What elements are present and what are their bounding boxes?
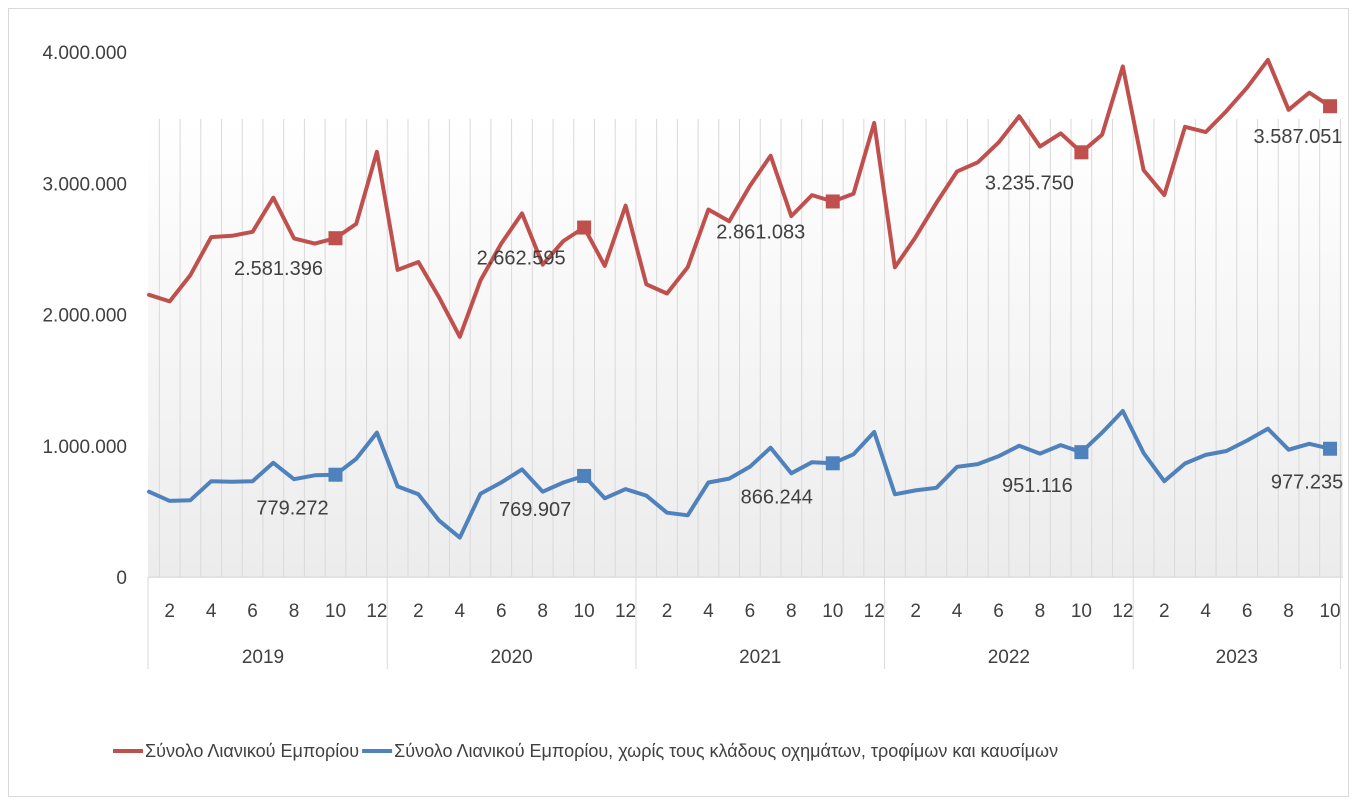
- x-tick-label: 6: [1242, 601, 1253, 622]
- x-tick-label: 2: [910, 601, 921, 622]
- vertical-gridlines: [158, 119, 1341, 577]
- year-label: 2020: [490, 647, 532, 668]
- series-line: [147, 409, 1332, 540]
- x-tick-label: 6: [247, 601, 258, 622]
- data-marker: [577, 220, 592, 235]
- data-label: 769.907: [499, 499, 571, 521]
- data-marker: [328, 467, 343, 482]
- line-chart: 4.000.000 3.000.000 2.000.000 1.000.000 0 2 4…: [42, 43, 1343, 761]
- data-marker: [825, 456, 840, 471]
- x-tick-label: 4: [1200, 601, 1211, 622]
- data-marker: [1323, 99, 1338, 114]
- y-tick-label: 2.000.000: [42, 306, 127, 327]
- x-tick-label: 10: [822, 601, 843, 622]
- data-labels: 2.581.396 2.662.595 2.861.083 3.235.750 3.58…: [234, 126, 1343, 521]
- y-tick-label: 1.000.000: [42, 437, 127, 458]
- x-tick-label: 10: [574, 601, 595, 622]
- legend-label: Σύνολο Λιανικού Εμπορίου, χωρίς τους κλά…: [394, 741, 1058, 761]
- x-tick-label: 12: [615, 601, 636, 622]
- year-label: 2023: [1216, 647, 1258, 668]
- year-label: 2021: [739, 647, 781, 668]
- data-marker: [1074, 445, 1089, 460]
- data-label: 3.587.051: [1254, 126, 1343, 148]
- x-tick-label: 2: [662, 601, 673, 622]
- chart-frame: 4.000.000 3.000.000 2.000.000 1.000.000 0 2 4…: [8, 8, 1349, 797]
- y-tick-label: 4.000.000: [42, 43, 127, 64]
- year-label: 2019: [242, 647, 284, 668]
- legend-label: Σύνολο Λιανικού Εμπορίου: [145, 741, 359, 761]
- x-tick-label: 2: [413, 601, 424, 622]
- x-tick-label: 8: [537, 601, 548, 622]
- data-marker: [1323, 441, 1338, 456]
- data-label: 3.235.750: [985, 172, 1074, 194]
- x-tick-label: 6: [745, 601, 756, 622]
- x-tick-label: 12: [864, 601, 885, 622]
- x-tick-label: 2: [1159, 601, 1170, 622]
- data-label: 977.235: [1271, 472, 1343, 494]
- x-tick-label: 10: [1319, 601, 1340, 622]
- x-tick-label: 8: [786, 601, 797, 622]
- data-label: 2.581.396: [234, 258, 323, 280]
- x-tick-label: 8: [1283, 601, 1294, 622]
- data-marker: [577, 468, 592, 483]
- year-label: 2022: [988, 647, 1030, 668]
- x-tick-label: 10: [1071, 601, 1092, 622]
- x-tick-label: 2: [164, 601, 175, 622]
- x-tick-label: 4: [952, 601, 963, 622]
- x-tick-label: 4: [455, 601, 466, 622]
- x-tick-label: 10: [325, 601, 346, 622]
- data-label: 866.244: [741, 486, 813, 508]
- data-marker: [1074, 145, 1089, 160]
- x-tick-label: 4: [206, 601, 217, 622]
- x-tick-label: 6: [496, 601, 507, 622]
- x-tick-label: 8: [1035, 601, 1046, 622]
- y-tick-label: 0: [116, 568, 127, 589]
- x-tick-label: 8: [289, 601, 300, 622]
- x-tick-label: 6: [993, 601, 1004, 622]
- legend: Σύνολο Λιανικού Εμπορίου Σύνολο Λιανικού …: [113, 741, 1058, 761]
- y-tick-label: 3.000.000: [42, 174, 127, 195]
- x-tick-label: 12: [1112, 601, 1133, 622]
- y-axis: 4.000.000 3.000.000 2.000.000 1.000.000 0: [42, 43, 127, 589]
- x-tick-label: 12: [366, 601, 387, 622]
- data-marker: [328, 231, 343, 246]
- series-layer: [147, 57, 1338, 540]
- data-marker: [825, 194, 840, 209]
- series-line: [147, 57, 1332, 339]
- data-label: 951.116: [1002, 475, 1073, 497]
- data-label: 2.662.595: [477, 248, 566, 270]
- x-axis: 2 4 6 8 10 12 2019 2 4 6 8 10 12 2020 2 4 6 8 10 12 2021 2 4 6 8…: [147, 576, 1343, 669]
- x-tick-label: 4: [703, 601, 714, 622]
- data-label: 779.272: [256, 498, 328, 520]
- data-label: 2.861.083: [716, 221, 805, 243]
